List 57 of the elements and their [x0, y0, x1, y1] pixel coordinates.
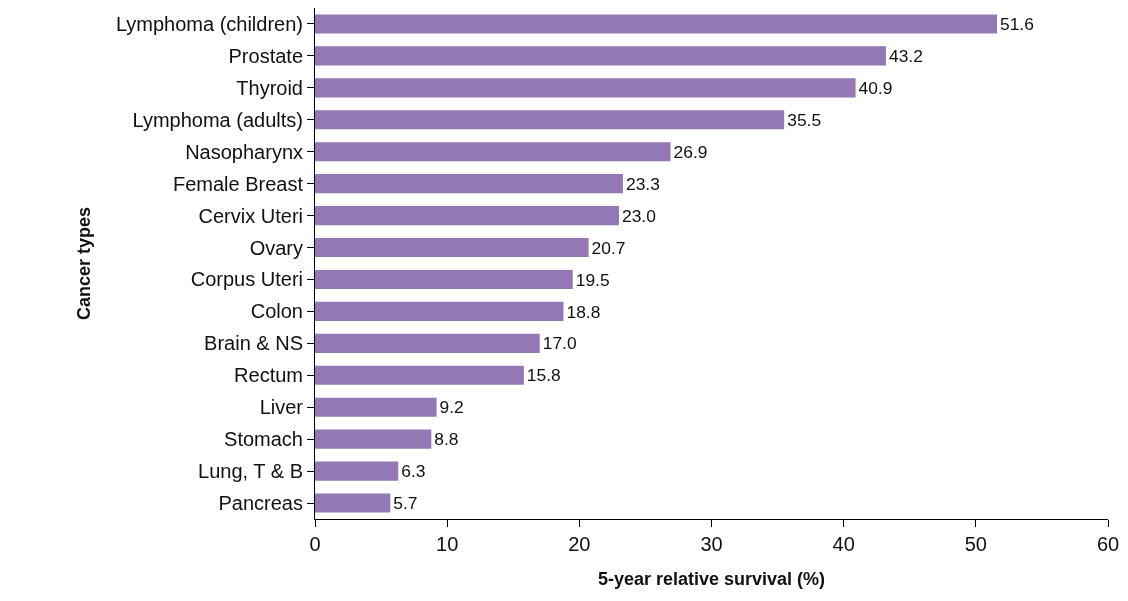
- data-label: 17.0: [542, 333, 577, 354]
- data-label: 35.5: [787, 109, 822, 130]
- data-label: 43.2: [888, 46, 923, 67]
- y-tick-label: Thyroid: [236, 76, 303, 99]
- y-tick-label: Corpus Uteri: [190, 268, 303, 291]
- data-label: 20.7: [591, 237, 626, 258]
- data-label: 23.0: [622, 205, 656, 226]
- data-label: 18.8: [566, 301, 601, 322]
- bar: [315, 493, 391, 513]
- x-tick-label: 0: [309, 533, 321, 555]
- y-tick-label: Stomach: [224, 428, 303, 451]
- bar: [315, 461, 399, 481]
- bar: [315, 301, 564, 321]
- data-label: 26.9: [673, 141, 708, 162]
- y-tick-label: Prostate: [228, 44, 303, 67]
- y-tick-label: Lymphoma (children): [115, 12, 303, 35]
- x-tick-label: 60: [1096, 533, 1120, 555]
- bar: [315, 174, 623, 194]
- y-tick-label: Brain & NS: [204, 332, 303, 355]
- bar: [315, 78, 856, 98]
- x-tick-label: 20: [568, 533, 591, 555]
- bar: [315, 397, 437, 417]
- y-tick-label: Pancreas: [218, 492, 303, 515]
- y-tick-label: Colon: [250, 300, 303, 323]
- data-label: 9.2: [439, 397, 464, 418]
- bar: [315, 429, 432, 449]
- y-tick-label: Female Breast: [172, 172, 304, 195]
- x-axis-title: 5-year relative survival (%): [597, 569, 826, 590]
- bar: [315, 237, 589, 258]
- y-tick-label: Lymphoma (adults): [132, 108, 303, 131]
- data-label: 6.3: [401, 461, 426, 482]
- x-tick-label: 30: [700, 533, 723, 555]
- y-tick-label: Lung, T & B: [198, 460, 303, 483]
- y-tick-label: Liver: [259, 396, 304, 419]
- y-axis-title: Cancer types: [74, 206, 95, 321]
- data-label: 51.6: [999, 14, 1034, 35]
- x-tick-label: 50: [964, 533, 987, 555]
- data-label: 8.8: [434, 429, 459, 450]
- bar: [315, 206, 619, 226]
- bar: [315, 110, 785, 130]
- bar: [315, 46, 886, 66]
- data-label: 15.8: [526, 365, 561, 386]
- data-label: 19.5: [575, 269, 610, 290]
- y-tick-label: Nasopharynx: [185, 140, 303, 163]
- data-label: 23.3: [625, 173, 660, 194]
- bar: [315, 365, 524, 385]
- y-tick-label: Ovary: [249, 236, 303, 259]
- bar: [315, 269, 573, 290]
- y-tick-label: Cervix Uteri: [198, 204, 303, 227]
- bar: [315, 142, 671, 162]
- y-tick-label: Rectum: [234, 364, 303, 387]
- x-tick-label: 10: [436, 533, 459, 555]
- bar: [315, 333, 540, 353]
- data-label: 40.9: [858, 77, 893, 98]
- bar: [315, 14, 997, 34]
- data-label: 5.7: [393, 493, 418, 514]
- x-tick-label: 40: [832, 533, 855, 555]
